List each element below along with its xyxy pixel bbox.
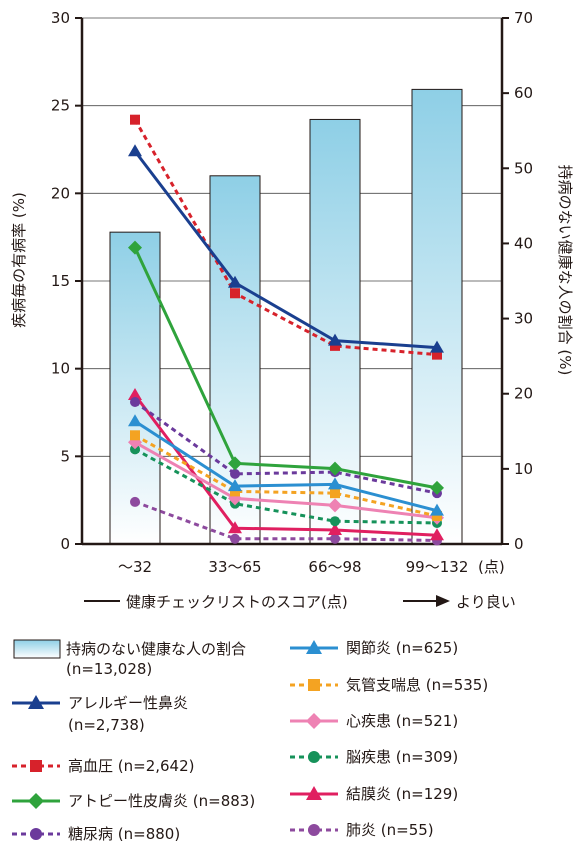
legend-label: (n=2,738) xyxy=(68,716,145,734)
legend: 持病のない健康な人の割合 (n=13,028) アレルギー性鼻炎 (n=2,738) 高… xyxy=(12,639,488,843)
series-marker xyxy=(330,533,340,544)
x-tick-label: ～32 xyxy=(118,558,152,576)
x-arrow-label: より良い xyxy=(456,593,516,611)
series-marker xyxy=(230,288,240,299)
x-tick-label: 99～132 xyxy=(406,558,469,576)
series-marker xyxy=(128,240,142,255)
x-axis-title: 健康チェックリストのスコア(点) xyxy=(126,593,348,611)
legend-marker xyxy=(28,793,44,809)
series-marker xyxy=(228,521,242,534)
legend-label: 糖尿病 (n=880) xyxy=(68,825,180,843)
legend-label: 気管支喘息 (n=535) xyxy=(346,676,488,694)
series-marker xyxy=(130,114,140,125)
legend-marker xyxy=(28,695,44,709)
legend-label: 持病のない健康な人の割合 xyxy=(66,640,246,658)
legend-marker xyxy=(30,828,42,840)
x-tick-label: 33～65 xyxy=(208,558,261,576)
y-left-tick-label: 25 xyxy=(51,97,70,115)
x-axis: ～32 33～65 66～98 99～132 (点) 健康チェックリストのスコア(点) より… xyxy=(84,558,516,611)
legend-label: 脳疾患 (n=309) xyxy=(346,748,458,766)
series-marker xyxy=(128,414,142,427)
series-marker xyxy=(330,488,340,499)
y-axis-right-title: 持病のない健康な人の割合 (%) xyxy=(556,165,574,376)
legend-marker xyxy=(306,786,322,800)
series-line xyxy=(134,400,438,495)
series-marker xyxy=(432,349,442,360)
y-axis-left-title: 疾病毎の有病率 (%) xyxy=(10,192,28,328)
series-line xyxy=(133,394,438,537)
legend-label: 高血圧 (n=2,642) xyxy=(68,757,195,775)
y-right-tick-label: 10 xyxy=(514,460,533,478)
series-marker xyxy=(328,461,342,476)
legend-label: 心疾患 (n=521) xyxy=(346,712,458,730)
legend-label: アレルギー性鼻炎 xyxy=(68,694,188,712)
series-marker xyxy=(432,510,442,521)
y-left-tick-label: 0 xyxy=(60,535,70,553)
legend-marker xyxy=(306,713,322,729)
y-right-tick-label: 50 xyxy=(514,159,533,177)
series-marker xyxy=(430,340,444,353)
series-marker xyxy=(230,468,240,479)
x-tick-label: 66～98 xyxy=(308,558,361,576)
bars xyxy=(109,88,463,545)
series-lines xyxy=(128,114,444,546)
series-marker xyxy=(230,533,240,544)
series-marker xyxy=(430,503,444,516)
y-left-tick-label: 10 xyxy=(51,360,70,378)
series-marker xyxy=(328,477,342,490)
series-line xyxy=(133,118,438,357)
y-left-tick-label: 5 xyxy=(60,447,70,465)
series-marker xyxy=(130,496,140,507)
series-marker xyxy=(128,144,142,157)
series-marker xyxy=(328,333,342,346)
y-right-tick-label: 40 xyxy=(514,234,533,252)
y-right-tick-label: 70 xyxy=(514,9,533,27)
legend-label: 肺炎 (n=55) xyxy=(346,821,434,839)
arrow-right-icon xyxy=(436,595,450,607)
series-marker xyxy=(330,516,340,527)
series-marker xyxy=(228,456,242,471)
series-line xyxy=(133,150,438,350)
bar-healthy-ratio xyxy=(411,88,463,545)
y-right-tick-label: 60 xyxy=(514,84,533,102)
legend-marker xyxy=(308,751,320,763)
series-marker xyxy=(230,486,240,497)
legend-swatch-bar xyxy=(13,639,61,659)
series-line xyxy=(133,247,438,490)
series-line xyxy=(134,500,438,542)
series-line xyxy=(134,420,438,513)
series-line xyxy=(134,440,438,520)
series-line xyxy=(134,448,438,525)
legend-label: アトピー性皮膚炎 (n=883) xyxy=(68,792,255,810)
series-marker xyxy=(128,387,142,400)
series-marker xyxy=(228,275,242,288)
series-marker xyxy=(130,396,140,407)
series-marker xyxy=(430,528,444,541)
legend-label: (n=13,028) xyxy=(66,660,152,678)
legend-label: 関節炎 (n=625) xyxy=(346,639,458,657)
legend-marker xyxy=(308,679,320,691)
y-left-tick-label: 15 xyxy=(51,272,70,290)
y-left-tick-label: 20 xyxy=(51,184,70,202)
series-marker xyxy=(228,479,242,492)
series-marker xyxy=(130,444,140,455)
series-marker xyxy=(330,340,340,351)
y-right-tick-label: 0 xyxy=(514,535,524,553)
y-right-tick-label: 30 xyxy=(514,310,533,328)
y-right-tick-label: 20 xyxy=(514,385,533,403)
series-marker xyxy=(130,430,140,441)
legend-marker xyxy=(30,760,42,772)
series-marker xyxy=(328,498,342,513)
y-left-tick-label: 30 xyxy=(51,9,70,27)
legend-label: 結膜炎 (n=129) xyxy=(346,785,458,803)
series-line xyxy=(134,433,438,518)
legend-marker xyxy=(306,640,322,654)
legend-marker xyxy=(308,824,320,836)
x-unit-label: (点) xyxy=(478,558,505,576)
series-marker xyxy=(328,522,342,535)
series-marker xyxy=(430,480,444,495)
axes: 0 5 10 15 20 25 30 0 10 20 30 40 50 60 70 xyxy=(51,9,533,553)
